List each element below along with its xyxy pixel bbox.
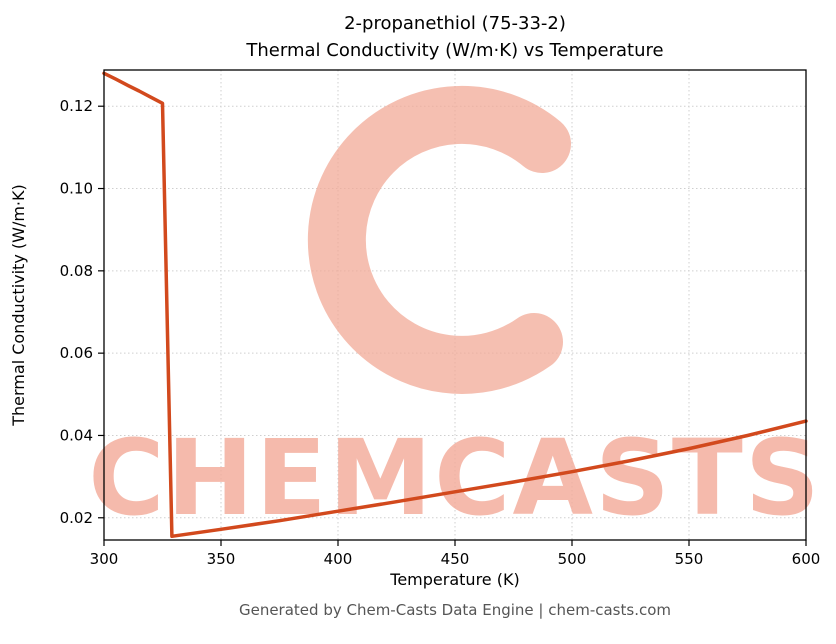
x-tick-label: 550 xyxy=(675,550,704,568)
x-tick-label: 500 xyxy=(558,550,587,568)
x-tick-label: 600 xyxy=(792,550,821,568)
y-tick-label: 0.12 xyxy=(60,97,93,115)
x-tick-label: 350 xyxy=(207,550,236,568)
y-tick-label: 0.02 xyxy=(60,509,93,527)
y-tick-label: 0.06 xyxy=(60,344,93,362)
y-tick-label: 0.04 xyxy=(60,426,93,444)
watermark: CHEMCASTS xyxy=(88,85,821,539)
data-line xyxy=(102,71,808,539)
y-axis-label: Thermal Conductivity (W/m·K) xyxy=(9,184,28,427)
x-tick-label: 400 xyxy=(324,550,353,568)
chart-title: 2-propanethiol (75-33-2) Thermal Conduct… xyxy=(104,10,806,64)
watermark-text: CHEMCASTS xyxy=(88,417,821,539)
x-tick-label: 300 xyxy=(90,550,119,568)
x-tick-label: 450 xyxy=(441,550,470,568)
chart-title-line2: Thermal Conductivity (W/m·K) vs Temperat… xyxy=(246,40,664,61)
x-axis-label: Temperature (K) xyxy=(389,570,519,589)
chart-title-line1: 2-propanethiol (75-33-2) xyxy=(344,13,566,34)
tick-layer: 300 350 400 450 500 550 600 0.02 0.04 0.06 0.08 0.1… xyxy=(60,97,821,568)
y-tick-label: 0.10 xyxy=(60,180,93,198)
watermark-logo-c-icon xyxy=(307,85,571,394)
y-tick-label: 0.08 xyxy=(60,262,93,280)
footer-credit: Generated by Chem-Casts Data Engine | ch… xyxy=(238,601,672,619)
grid-layer xyxy=(103,70,807,540)
